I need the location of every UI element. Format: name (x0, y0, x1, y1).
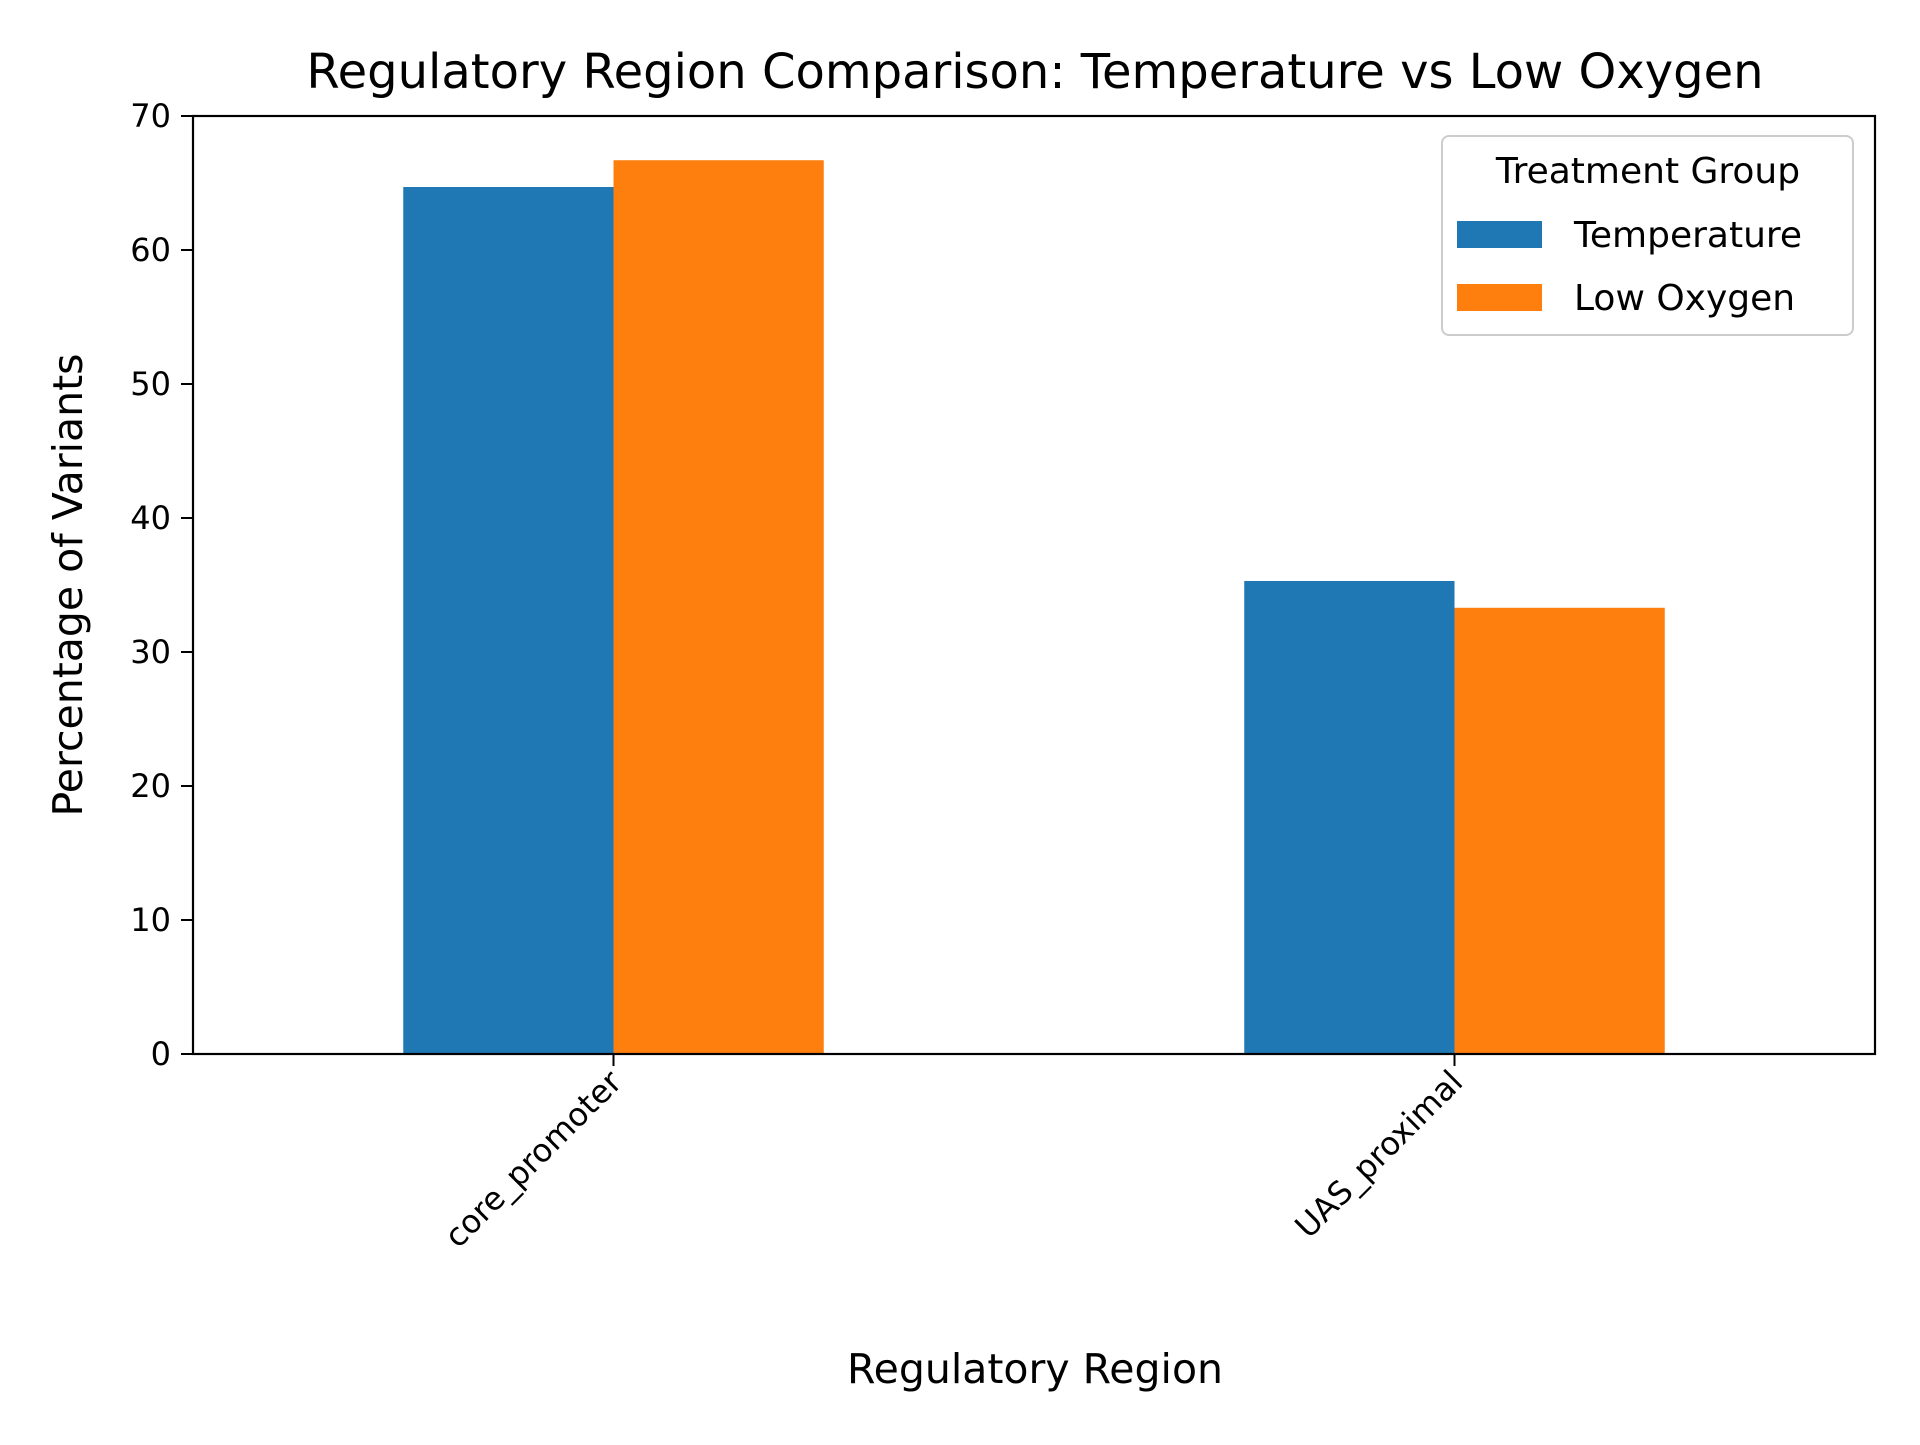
y-axis-label: Percentage of Variants (44, 353, 92, 816)
y-tick-label: 70 (130, 97, 171, 135)
chart-title: Regulatory Region Comparison: Temperatur… (306, 44, 1763, 100)
legend-title: Treatment Group (1495, 151, 1800, 192)
y-tick-label: 0 (151, 1035, 171, 1073)
legend: Treatment Group Temperature Low Oxygen (1441, 135, 1854, 336)
bar-uas-proximal-temperature (1244, 580, 1455, 1054)
y-axis-ticks: 0 10 20 30 40 50 60 70 (130, 97, 193, 1073)
y-tick-label: 20 (130, 767, 171, 805)
y-tick-label: 60 (130, 231, 171, 269)
bar-core-promoter-low-oxygen (613, 160, 824, 1055)
bars (403, 160, 1665, 1055)
y-tick-label: 10 (130, 901, 171, 939)
y-tick-label: 50 (130, 365, 171, 403)
bar-uas-proximal-low-oxygen (1454, 607, 1665, 1054)
y-tick-label: 40 (130, 499, 171, 537)
legend-swatch-temperature (1457, 221, 1542, 248)
legend-frame (1441, 135, 1854, 336)
y-tick-label: 30 (130, 633, 171, 671)
plot-area-frame (191, 114, 1877, 1056)
legend-swatch-low-oxygen (1457, 284, 1542, 311)
legend-label-low-oxygen: Low Oxygen (1574, 278, 1795, 319)
x-axis-label: Regulatory Region (847, 1345, 1223, 1393)
bar-core-promoter-temperature (403, 187, 614, 1054)
legend-label-temperature: Temperature (1573, 215, 1802, 256)
